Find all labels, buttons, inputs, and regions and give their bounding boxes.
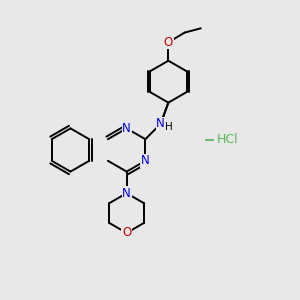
Text: N: N bbox=[156, 117, 165, 130]
Text: O: O bbox=[122, 226, 131, 239]
Text: N: N bbox=[141, 154, 150, 167]
Text: O: O bbox=[164, 36, 173, 49]
Text: N: N bbox=[122, 187, 131, 200]
Text: HCl: HCl bbox=[217, 133, 239, 146]
Text: N: N bbox=[122, 122, 131, 135]
Text: H: H bbox=[165, 122, 173, 132]
